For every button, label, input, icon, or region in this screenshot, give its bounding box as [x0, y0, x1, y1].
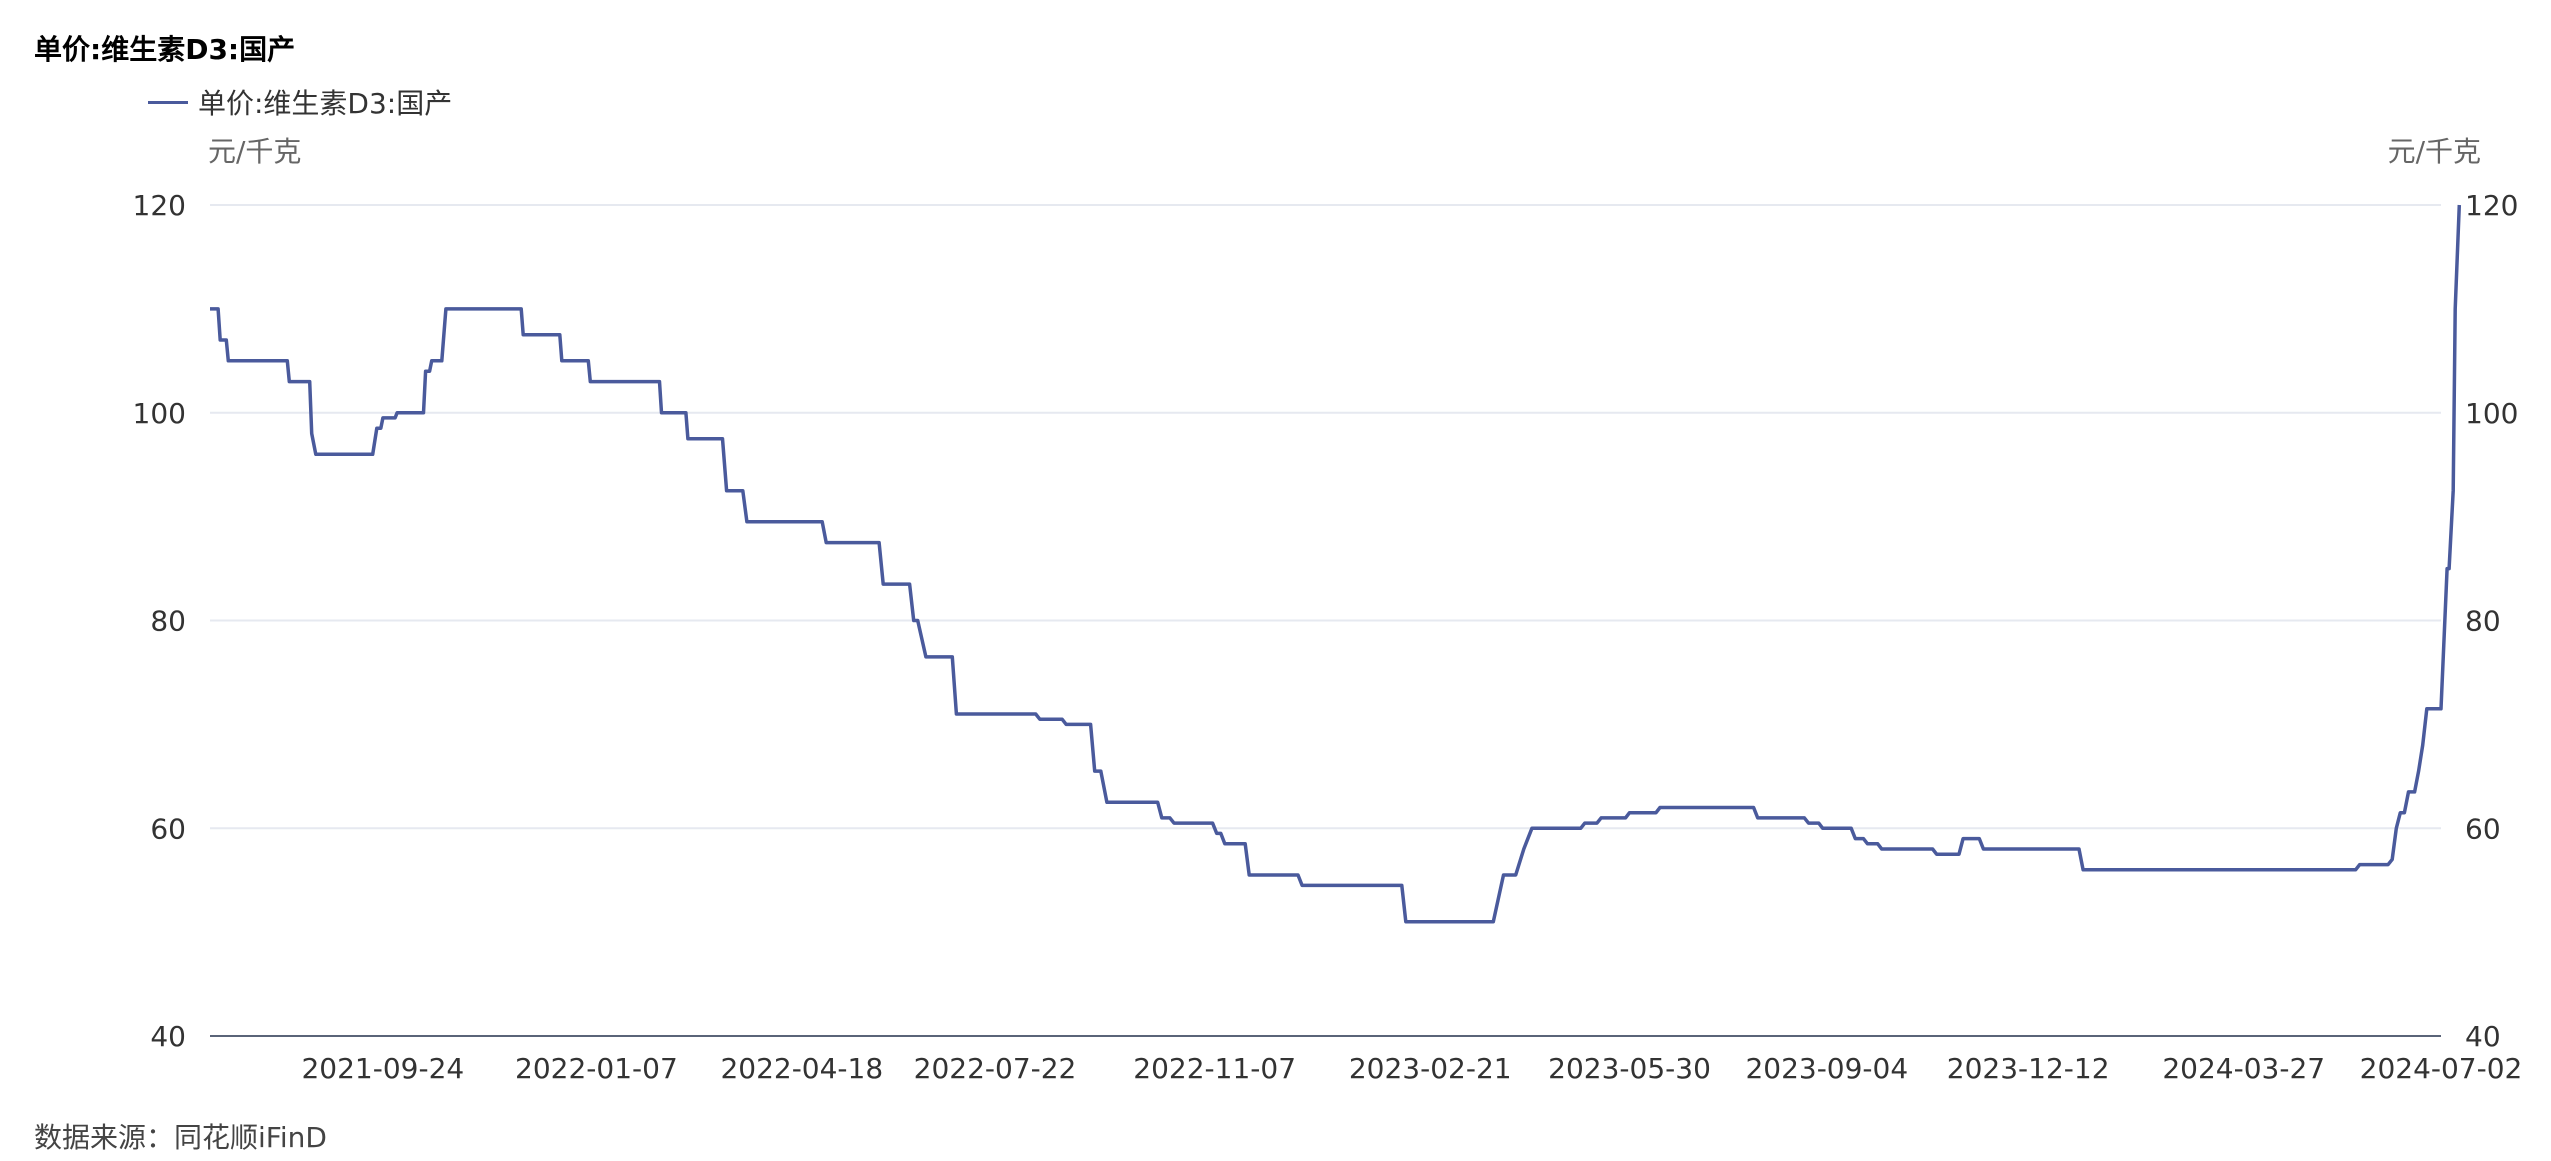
x-tick-label: 2023-09-04: [1745, 1052, 1908, 1085]
y-axis-left: 40 60 80 100 120: [133, 189, 186, 1053]
series-group: [210, 204, 2462, 924]
x-axis: 2021-09-24 2022-01-07 2022-04-18 2022-07-22…: [210, 1035, 2523, 1085]
y-right-tick-label: 100: [2465, 397, 2518, 430]
x-tick-label: 2023-12-12: [1947, 1052, 2110, 1085]
x-tick-label: 2023-05-30: [1548, 1052, 1711, 1085]
y-right-tick-label: 120: [2465, 189, 2518, 222]
legend-line-swatch: [148, 100, 188, 104]
series-line: [210, 204, 2462, 924]
line-chart: 40 60 80 100 120 40 60 80 100 120 2021-09-24 2022…: [133, 189, 2523, 1085]
y-left-tick-label: 60: [150, 812, 186, 845]
x-tick-label: 2024-07-02: [2360, 1052, 2523, 1085]
chart-title: 单价:维生素D3:国产: [34, 33, 296, 66]
x-tick-label: 2022-11-07: [1133, 1052, 1296, 1085]
data-source-note: 数据来源：同花顺iFinD: [34, 1121, 327, 1154]
legend[interactable]: 单价:维生素D3:国产: [148, 82, 452, 122]
x-tick-label: 2024-03-27: [2162, 1052, 2325, 1085]
y-axis-right: 40 60 80 100 120: [2465, 189, 2518, 1053]
x-tick-label: 2022-01-07: [515, 1052, 678, 1085]
y-axis-right-unit: 元/千克: [2387, 135, 2481, 168]
y-left-tick-label: 120: [133, 189, 186, 222]
y-right-tick-label: 60: [2465, 812, 2501, 845]
y-right-tick-label: 40: [2465, 1020, 2501, 1053]
x-tick-label: 2023-02-21: [1349, 1052, 1512, 1085]
y-axis-left-unit: 元/千克: [208, 135, 302, 168]
y-left-tick-label: 100: [133, 397, 186, 430]
x-tick-label: 2022-07-22: [914, 1052, 1077, 1085]
legend-label: 单价:维生素D3:国产: [198, 87, 453, 120]
x-tick-label: 2022-04-18: [720, 1052, 883, 1085]
y-left-tick-label: 80: [150, 605, 186, 638]
y-left-tick-label: 40: [150, 1020, 186, 1053]
y-right-tick-label: 80: [2465, 605, 2501, 638]
grid-lines: [210, 204, 2441, 830]
x-tick-label: 2021-09-24: [301, 1052, 464, 1085]
